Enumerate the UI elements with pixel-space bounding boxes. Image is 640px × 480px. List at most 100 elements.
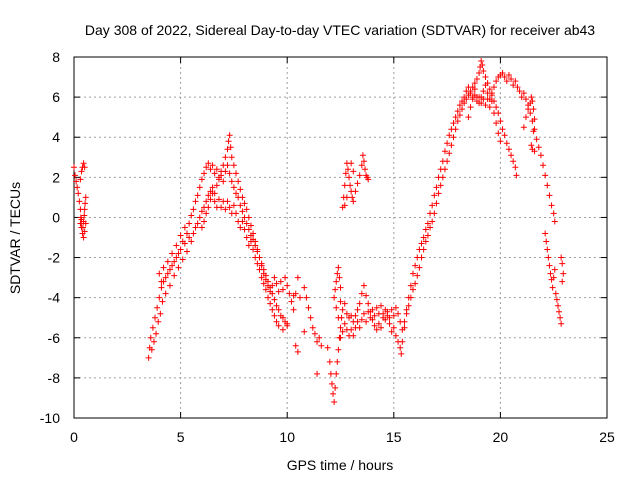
data-point [311,330,318,337]
data-point [307,314,314,321]
data-point [73,178,80,185]
plot-frame [73,56,608,419]
data-point [154,304,161,311]
data-point [228,154,235,161]
data-point [203,164,210,171]
data-point [81,212,88,219]
data-point [367,314,374,321]
data-point [213,182,220,189]
data-point [362,166,369,173]
data-point [213,166,220,173]
data-point [335,314,342,321]
data-point [548,202,555,209]
data-point [332,384,339,391]
data-point [390,324,397,331]
data-point [424,232,431,239]
data-point [388,306,395,313]
data-point [491,110,498,117]
data-point [230,184,237,191]
data-point [409,270,416,277]
data-point [243,220,250,227]
data-point [527,110,534,117]
data-point [456,112,463,119]
x-tick-label: 0 [70,429,78,445]
y-tick-label: 4 [52,129,60,145]
data-point [292,342,299,349]
data-point [454,118,461,125]
data-point [497,118,504,125]
y-tick-labels: -10 -8 -6 -4 -2 0 2 4 6 8 [40,49,60,426]
data-point [260,270,267,277]
data-point [337,298,344,305]
data-point [76,198,83,205]
data-point [341,300,348,307]
data-point [218,204,225,211]
data-point [363,318,370,325]
data-point [164,270,171,277]
data-point [194,220,201,227]
data-point [258,262,265,269]
data-point [416,264,423,271]
data-point [215,196,222,203]
data-point [369,306,376,313]
data-point [554,302,561,309]
data-point [463,88,470,95]
data-point [72,172,79,179]
data-point [175,264,182,271]
data-point [218,168,225,175]
data-point [222,206,229,213]
data-point [169,262,176,269]
data-point [239,218,246,225]
data-point [183,248,190,255]
data-point [220,178,227,185]
data-point [341,182,348,189]
data-point [314,338,321,345]
data-point [356,300,363,307]
data-point [296,294,303,301]
data-point [439,158,446,165]
data-point [301,284,308,291]
data-point [269,306,276,313]
data-point [250,246,257,253]
data-point [558,254,565,261]
data-point [158,284,165,291]
data-point [333,278,340,285]
data-point [305,304,312,311]
data-point [284,282,291,289]
data-point [334,270,341,277]
data-point [467,90,474,97]
data-point [546,262,553,269]
data-point [433,200,440,207]
data-point [382,316,389,323]
data-point [491,84,498,91]
data-point [166,266,173,273]
data-point [162,274,169,281]
data-point [450,120,457,127]
data-point [371,312,378,319]
data-point [349,194,356,201]
data-point [543,238,550,245]
data-point [365,300,372,307]
y-tick-label: 6 [52,89,60,105]
data-point [260,280,267,287]
data-point [356,324,363,331]
data-point [82,220,89,227]
data-point [160,264,167,271]
data-point [422,226,429,233]
data-point [157,310,164,317]
data-point [478,58,485,65]
data-point [346,174,353,181]
data-point [535,144,542,151]
data-point [529,98,536,105]
data-point [153,330,160,337]
data-point [414,272,421,279]
data-point [395,310,402,317]
data-point [228,178,235,185]
data-point [558,320,565,327]
data-point [508,152,515,159]
data-point [74,184,81,191]
data-point [75,190,82,197]
data-point [328,380,335,387]
data-point [473,76,480,83]
data-point [179,238,186,245]
